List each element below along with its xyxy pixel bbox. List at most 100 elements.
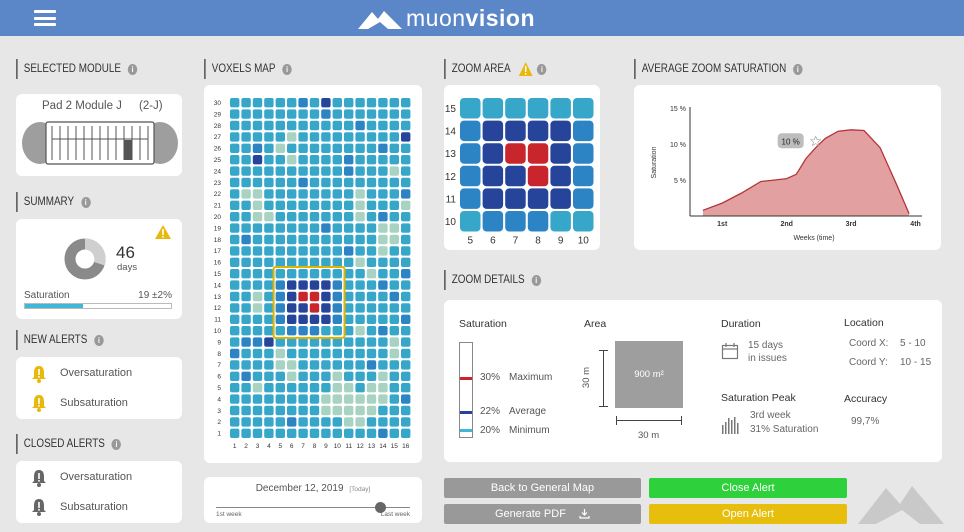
open-alert-button[interactable]: Open Alert [649,504,847,524]
voxel-cell [332,212,342,222]
details-duration-label: Duration [721,318,761,330]
voxel-cell [366,280,377,290]
voxel-cell [389,257,399,267]
voxel-cell [298,155,308,165]
voxel-col-label: 5 [278,443,282,450]
voxel-cell [355,200,365,210]
voxel-cell [401,177,411,188]
mountain-logo-icon [358,11,402,29]
voxel-cell [298,212,308,222]
zoom-cell [505,98,526,119]
voxel-cell [252,200,263,210]
voxel-cell [241,212,251,222]
voxel-cell [241,166,251,176]
selected-module-cell [124,140,132,160]
info-icon[interactable]: i [80,196,91,208]
voxel-cell [230,132,240,142]
voxel-cell [344,143,354,153]
voxels-map[interactable]: 3029282726252423222120191817161514131211… [204,85,422,463]
voxel-cell [355,98,365,108]
warning-icon[interactable] [154,224,172,240]
new-alert-item[interactable] [30,365,48,388]
info-icon[interactable]: i [282,63,292,75]
voxel-cell [264,143,274,153]
voxel-cell [298,98,308,108]
closed-alert-item[interactable] [30,469,48,492]
generate-pdf-button[interactable]: Generate PDF [444,504,641,524]
voxel-cell [309,143,320,153]
voxel-cell [355,177,365,188]
timeline-date-row: December 12, 2019 [Today] [204,483,422,494]
voxel-cell [264,155,274,165]
info-icon[interactable]: i [793,63,803,75]
voxel-cell [366,326,377,336]
voxel-cell [401,428,411,438]
voxel-cell [230,371,240,381]
saturation-donut [64,238,106,280]
info-icon[interactable]: i [537,63,547,75]
voxel-cell [287,246,297,256]
new-alert-label[interactable]: Subsaturation [60,397,128,409]
voxel-col-label: 4 [267,443,271,450]
voxel-cell [241,291,251,302]
voxel-cell [321,326,331,336]
new-alert-label[interactable]: Oversaturation [60,367,133,379]
voxel-cell [332,291,342,302]
menu-icon[interactable] [34,10,56,26]
voxel-cell [252,337,263,347]
voxel-cell [355,348,365,359]
info-icon[interactable]: i [127,63,138,75]
voxel-cell [389,337,399,347]
voxel-cell [241,132,251,142]
voxel-cell [275,189,285,199]
voxel-row-label: 23 [214,180,222,187]
voxel-cell [287,200,297,210]
accuracy-value: 99,7% [851,416,880,427]
timeline-track[interactable] [216,507,410,508]
voxel-cell [275,291,285,302]
back-to-general-map-button[interactable]: Back to General Map [444,478,641,498]
voxel-cell [389,166,399,176]
voxel-cell [378,348,388,359]
bell-warning-icon [32,366,46,383]
voxel-cell [355,360,365,370]
zoom-cell [573,120,594,142]
zoom-row-label: 15 [445,104,457,115]
info-icon[interactable]: i [94,334,104,346]
new-alert-item[interactable] [30,394,48,417]
y-tick-label: 10 % [670,142,686,149]
warning-icon[interactable] [518,61,533,77]
info-icon[interactable]: i [531,274,541,286]
voxel-cell [355,337,365,347]
voxel-cell [275,405,285,416]
closed-alert-label[interactable]: Oversaturation [60,471,133,483]
voxel-cell [230,200,240,210]
zoom-cell [460,165,481,187]
zoom-row-label: 13 [445,149,457,160]
zoom-cell [505,188,526,209]
closed-alert-item[interactable] [30,498,48,521]
voxel-cell [344,120,354,131]
voxel-cell [389,405,399,416]
voxel-cell [344,223,354,233]
closed-alert-label[interactable]: Subsaturation [60,501,128,513]
voxel-cell [287,212,297,222]
close-alert-button[interactable]: Close Alert [649,478,847,498]
voxel-cell [264,177,274,188]
timeline-slider-thumb[interactable] [375,502,387,513]
logo: muonvision [358,4,535,32]
voxel-cell [332,314,342,324]
voxel-cell [366,428,377,438]
voxel-cell [321,428,331,438]
voxel-row-label: 10 [214,328,222,335]
voxel-cell [366,132,377,142]
voxel-cell [241,383,251,393]
voxel-cell [366,234,377,245]
voxel-cell [230,291,240,302]
annotation-label: 10 % [782,137,800,146]
zoom-area-grid[interactable]: 15 14 13 12 11 10 5 6 7 8 9 10 [444,85,600,250]
info-icon[interactable]: i [111,438,122,450]
zoom-cell [460,143,481,164]
voxel-cell [309,383,320,393]
voxel-cell [309,428,320,438]
